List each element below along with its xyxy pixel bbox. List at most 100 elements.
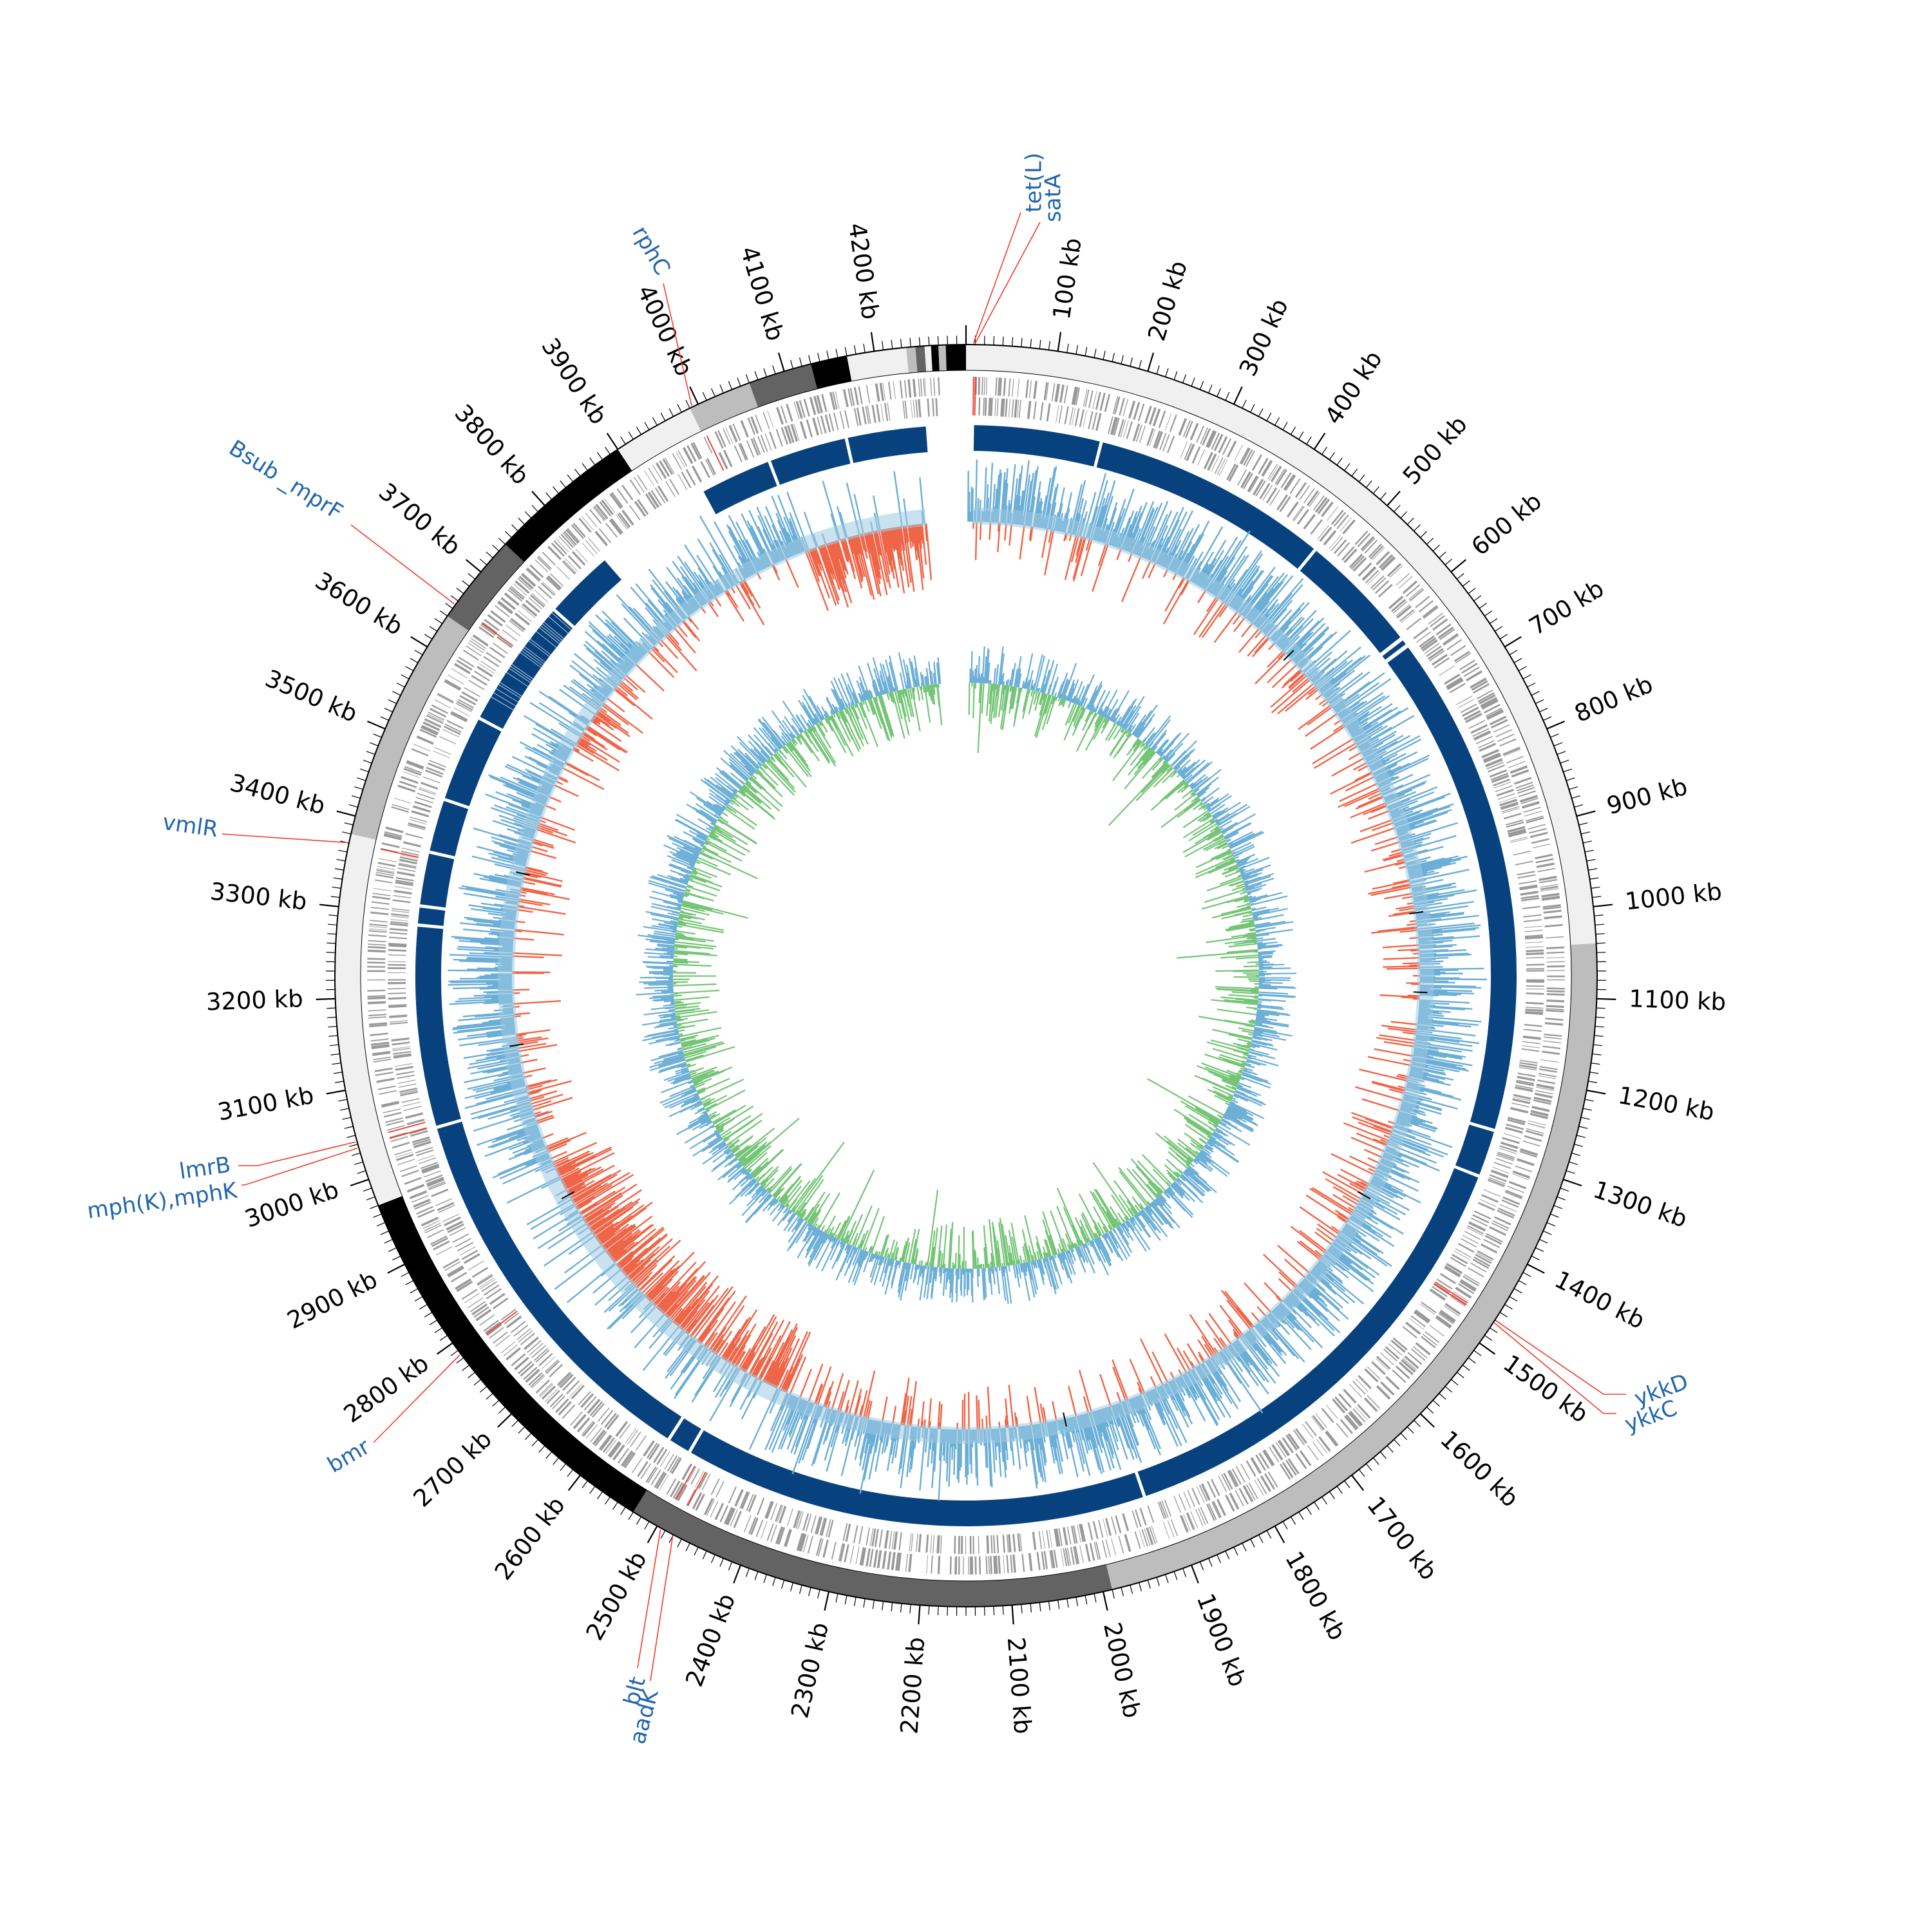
gene-block — [473, 1306, 489, 1318]
gene-block — [393, 1050, 412, 1055]
minor-tick — [909, 1604, 911, 1614]
gene-block — [853, 1525, 858, 1544]
gc-skew-track — [448, 459, 1488, 1501]
minor-tick — [328, 923, 337, 925]
gene-block — [390, 915, 409, 918]
minor-tick — [1075, 1596, 1078, 1606]
gc-skew-bar — [1372, 880, 1410, 890]
gc-skew-bar — [1262, 1254, 1298, 1287]
gene-block — [370, 1032, 388, 1036]
gene-block — [1207, 1481, 1217, 1498]
gene-block — [648, 468, 659, 484]
gene-block — [1016, 399, 1019, 418]
gene-block — [1119, 397, 1125, 416]
minor-tick — [392, 1255, 401, 1261]
gene-block — [370, 1038, 389, 1042]
gene-block — [453, 707, 470, 717]
gene-block — [566, 1380, 580, 1395]
gc-skew-bar — [1352, 1116, 1393, 1133]
gene-block — [866, 384, 870, 403]
gene-block — [930, 1535, 933, 1553]
gene-block — [609, 493, 622, 509]
gene-block — [1470, 1262, 1487, 1273]
gene-block — [1051, 383, 1056, 402]
resistance-gene-mark — [486, 1311, 518, 1335]
gc-skew-bar — [1270, 675, 1307, 708]
gene-block — [867, 405, 871, 424]
gene-block — [486, 652, 502, 663]
gene-block — [1203, 451, 1213, 469]
gene-block — [1508, 761, 1526, 768]
gene-block — [414, 1201, 431, 1210]
gene-block — [1248, 1482, 1258, 1499]
gc-skew-bar — [1039, 1403, 1045, 1423]
gene-block — [1517, 1158, 1535, 1166]
gene-block — [1139, 1508, 1147, 1526]
gene-block — [1460, 1238, 1477, 1248]
gene-block — [1041, 1551, 1045, 1570]
gene-block — [468, 642, 484, 654]
gc-skew-bar — [1340, 1168, 1370, 1185]
contig-segment-12 — [335, 833, 402, 1206]
gene-block — [1294, 482, 1307, 498]
gc-skew-bar — [1247, 634, 1267, 657]
minor-tick — [429, 626, 438, 632]
gene-block — [1470, 677, 1487, 689]
minor-tick — [719, 1558, 724, 1567]
gene-block — [405, 833, 423, 839]
gene-block — [1522, 1045, 1540, 1048]
gene-block — [1517, 1075, 1535, 1081]
gene-block — [1218, 1475, 1227, 1493]
gene-block — [1405, 584, 1421, 597]
gene-block — [775, 1526, 782, 1544]
minor-tick — [1258, 408, 1264, 417]
major-tick — [1527, 1264, 1545, 1274]
gene-block — [555, 1398, 569, 1413]
gc-skew-bar — [979, 522, 982, 540]
gene-block — [1380, 1381, 1395, 1396]
gene-block — [1072, 1525, 1078, 1544]
gene-block — [1006, 1555, 1009, 1573]
gene-block — [369, 925, 388, 929]
gene-block — [659, 1451, 670, 1467]
gene-block — [844, 410, 849, 428]
gene-block — [637, 1461, 649, 1477]
contig-segment-7 — [945, 345, 966, 371]
gc-skew-bar — [1370, 841, 1401, 852]
minor-tick — [1121, 1587, 1124, 1596]
minor-tick — [445, 603, 453, 609]
gene-block — [1443, 1305, 1459, 1316]
gene-block — [1457, 699, 1475, 708]
gene-block — [1472, 1258, 1490, 1269]
gene-block — [809, 397, 817, 415]
gc-skew-bar — [1387, 1027, 1417, 1033]
gene-block — [652, 465, 663, 481]
gene-block — [1505, 1189, 1523, 1198]
minor-tick — [1274, 417, 1280, 426]
gene-block — [1380, 1352, 1394, 1365]
gene-block — [798, 1533, 806, 1551]
gene-block — [1412, 1346, 1428, 1359]
minor-tick — [492, 544, 500, 552]
gene-block — [1464, 1231, 1481, 1240]
gene-block — [677, 450, 688, 467]
minor-tick — [439, 1335, 448, 1341]
minor-tick — [1589, 1072, 1599, 1074]
minor-tick — [1139, 359, 1142, 369]
gene-block — [775, 1526, 784, 1544]
gene-block — [1407, 1352, 1423, 1365]
gene-block — [600, 1435, 612, 1451]
minor-tick — [1372, 1457, 1379, 1465]
gene-block — [558, 1401, 572, 1416]
minor-tick — [597, 1491, 603, 1499]
gc-skew-bar — [1267, 658, 1293, 683]
gene-block — [592, 506, 605, 522]
gene-block — [367, 989, 386, 992]
gc-skew-bar — [1374, 836, 1399, 846]
gc-skew-bar — [1026, 1396, 1032, 1425]
gene-block — [1183, 1514, 1191, 1531]
gene-block — [1479, 743, 1497, 752]
gene-block — [549, 573, 564, 587]
gene-block — [472, 634, 489, 647]
gene-block — [1200, 1483, 1211, 1501]
